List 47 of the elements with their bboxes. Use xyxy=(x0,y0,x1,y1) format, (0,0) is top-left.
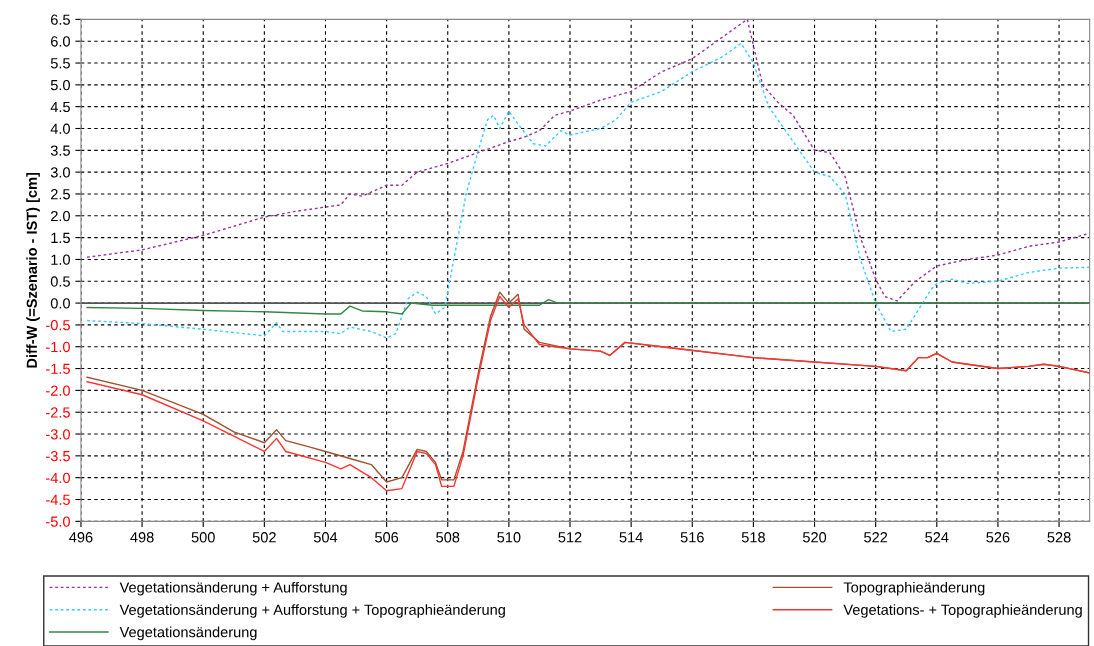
x-tick-label: 520 xyxy=(802,532,827,543)
y-tick-label: -2.0 xyxy=(46,385,70,396)
y-tick-label: 0.0 xyxy=(50,298,70,309)
y-tick-label: 4.0 xyxy=(50,123,70,134)
x-tick-label: 512 xyxy=(558,532,582,543)
legend-label: Vegetationsänderung xyxy=(119,626,257,641)
y-tick-label: 1.0 xyxy=(51,254,70,265)
x-tick-label: 496 xyxy=(69,532,93,543)
x-tick-label: 524 xyxy=(925,532,949,543)
y-tick-label: 5.5 xyxy=(50,58,70,69)
x-tick-label: 522 xyxy=(864,532,888,543)
y-tick-label: -5.0 xyxy=(46,516,70,527)
x-tick-label: 526 xyxy=(986,532,1010,543)
y-tick-label: 0.5 xyxy=(50,276,70,287)
x-tick-label: 514 xyxy=(619,532,643,543)
legend-label: Vegetations- + Topographieänderung xyxy=(843,604,1082,618)
y-tick-label: -0.5 xyxy=(46,320,70,331)
y-tick-label: -1.0 xyxy=(46,341,70,353)
y-tick-label: -1.5 xyxy=(46,363,70,374)
x-tick-label: 528 xyxy=(1047,532,1071,543)
y-tick-label: 6.5 xyxy=(51,14,70,25)
x-tick-label: 506 xyxy=(375,532,399,543)
y-tick-label: 4.5 xyxy=(50,101,70,113)
y-tick-label: -4.0 xyxy=(46,472,70,484)
y-tick-label: -3.0 xyxy=(46,429,70,440)
y-axis-title: Diff-W (=Szenario - IST) [cm] xyxy=(26,172,40,368)
x-tick-label: 508 xyxy=(436,532,460,543)
y-tick-label: -4.5 xyxy=(46,494,70,505)
y-tick-label: 2.0 xyxy=(51,210,70,222)
x-tick-label: 504 xyxy=(313,532,338,543)
x-tick-label: 500 xyxy=(191,532,215,543)
y-tick-label: 3.0 xyxy=(50,167,70,178)
y-tick-label: -3.5 xyxy=(46,450,70,462)
y-tick-label: 5.0 xyxy=(50,79,70,91)
x-tick-label: 498 xyxy=(130,532,154,543)
x-tick-label: 510 xyxy=(497,532,521,543)
y-tick-label: 1.5 xyxy=(51,232,70,244)
x-tick-label: 502 xyxy=(252,532,276,543)
x-tick-label: 516 xyxy=(680,532,704,543)
y-tick-label: 3.5 xyxy=(50,145,70,156)
y-tick-label: -2.5 xyxy=(46,407,70,418)
y-tick-label: 2.5 xyxy=(51,189,70,200)
legend-label: Topographieänderung xyxy=(843,581,985,596)
legend-label: Vegetationsänderung + Aufforstung + Topographieänderung xyxy=(119,604,505,618)
legend-label: Vegetationsänderung + Aufforstung xyxy=(119,581,347,596)
y-tick-label: 6.0 xyxy=(51,36,70,47)
x-tick-label: 518 xyxy=(741,532,765,543)
